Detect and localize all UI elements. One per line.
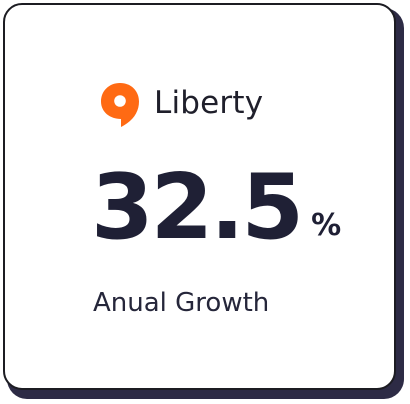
location-pin-speech-icon <box>101 83 139 127</box>
stat-card: Liberty 32.5 % Anual Growth <box>3 3 396 390</box>
metric-label: Anual Growth <box>93 288 270 318</box>
metric-value: 32.5 <box>91 155 304 260</box>
metric-display: 32.5 % <box>91 163 341 253</box>
brand-logo: Liberty <box>100 82 263 128</box>
brand-name: Liberty <box>154 84 264 121</box>
metric-unit: % <box>311 208 342 243</box>
